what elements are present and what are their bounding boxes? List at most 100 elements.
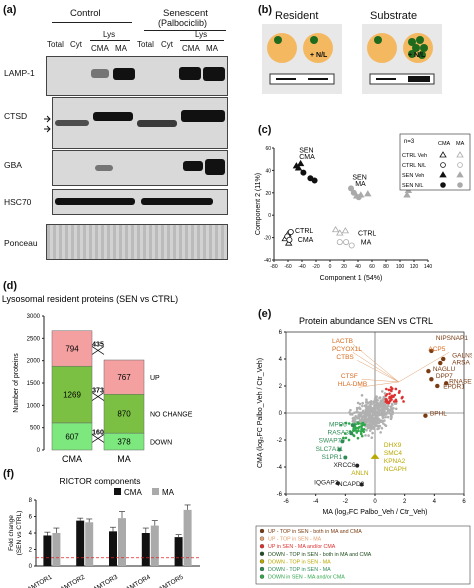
data-point — [344, 432, 347, 435]
bar-value-label: 607 — [65, 432, 79, 441]
y-tick-label: -2 — [277, 438, 283, 444]
legend-marker — [259, 544, 265, 549]
data-point — [372, 427, 376, 431]
data-point — [384, 398, 387, 401]
blot-group-senescent: Senescent — [163, 8, 208, 19]
legend-marker — [259, 528, 265, 534]
pca-legend-row: SEN Veh — [402, 173, 424, 179]
data-point — [352, 433, 355, 437]
y-tick-label: -20 — [264, 236, 271, 242]
data-point — [361, 421, 364, 425]
pca-point — [364, 190, 372, 197]
blot-group-senescent-sub: (Palbociclib) — [158, 18, 208, 28]
group-label-sen-ma-2: MA — [355, 181, 366, 188]
label-down-ma: NCAPH — [384, 466, 407, 473]
bar — [141, 533, 150, 566]
bar — [174, 537, 183, 566]
row-label-hsc70: HSC70 — [4, 197, 32, 207]
data-point — [383, 392, 387, 395]
y-tick-label: 2 — [279, 384, 283, 390]
panel-c-label: (c) — [258, 124, 272, 136]
y-tick-label: 0 — [268, 213, 271, 219]
panel-e-label: (e) — [258, 308, 272, 320]
data-point — [366, 426, 370, 430]
data-point — [366, 417, 370, 421]
legend-swatch — [114, 488, 121, 495]
legend-entry: UP - TOP in SEN - MA — [268, 537, 322, 543]
y-tick-label: 1500 — [27, 381, 41, 387]
pca-legend-row: SEN N/L — [402, 183, 423, 189]
highlight-point — [440, 356, 446, 362]
col-total-sen: Total — [137, 40, 154, 49]
pca-point — [403, 191, 411, 198]
category-label: LAMTOR1 — [23, 573, 53, 588]
highlight-point — [343, 455, 348, 460]
data-point — [379, 431, 383, 434]
group-label-ctrl-ma: CTRL — [358, 230, 376, 237]
group-label-ctrl-ma-2: MA — [361, 239, 372, 246]
data-point — [375, 415, 379, 419]
data-point — [344, 421, 348, 425]
series-label: DOWN — [150, 440, 172, 447]
data-point — [369, 421, 372, 425]
bar-value-label: 870 — [117, 410, 131, 419]
y-tick-label: 20 — [265, 191, 271, 197]
label-down-cma: S1PR1 — [322, 454, 343, 461]
y-axis-title: Fold change — [8, 515, 15, 551]
y-tick-label: 60 — [265, 146, 271, 152]
lys-label-ctrl: Lys — [103, 30, 116, 39]
label-up-cma: CTSF — [341, 373, 358, 380]
group-label-sen-cma: SEN — [299, 147, 313, 154]
category-label: LAMTOR3 — [89, 573, 119, 588]
data-point — [380, 419, 384, 422]
data-point — [365, 428, 368, 432]
blot-ctsd — [52, 97, 228, 149]
x-tick-label: -40 — [298, 264, 305, 270]
legend-label: MA — [162, 488, 175, 497]
data-point — [386, 407, 389, 411]
data-point — [351, 417, 355, 420]
label-down-cma: IQGAP3 — [314, 480, 339, 487]
data-point — [367, 434, 370, 437]
data-point — [373, 400, 376, 404]
data-point — [385, 411, 389, 414]
data-point — [377, 411, 381, 415]
category-label: CMA — [62, 454, 82, 464]
data-point — [378, 420, 382, 423]
panel-a-label: (a) — [3, 4, 17, 16]
pca-chart: -80 -60 -40 -20 0 20 40 60 80 100 120 140 -40 -20 0 20 4… — [255, 133, 471, 282]
data-point — [347, 422, 351, 425]
data-point — [357, 414, 361, 418]
data-point — [353, 411, 356, 415]
y-tick-label: 0 — [37, 448, 41, 454]
legend-entry: DOWN - TOP in SEN - both in MA and CMA — [268, 552, 372, 558]
blot-group-control: Control — [70, 8, 101, 19]
y-axis-title-2: (SEN vs CTRL) — [16, 511, 23, 556]
y-tick-label: 4 — [29, 531, 33, 537]
pca-legend-marker — [456, 171, 464, 178]
y-tick-label: 40 — [265, 168, 271, 174]
transition-arrow — [91, 434, 105, 443]
row-label-ctsd: CTSD — [4, 111, 28, 121]
rictor-bar-chart: RICTOR components CMA MA 0 2 4 6 8 Fold change (S… — [8, 476, 200, 588]
bar-value-label: 378 — [117, 438, 131, 447]
data-point — [352, 426, 355, 430]
pca-legend-row: CTRL N/L — [402, 163, 426, 169]
highlight-point — [337, 447, 342, 452]
pca-legend-marker — [440, 162, 446, 168]
data-point — [371, 431, 374, 435]
col-cyt-sen: Cyt — [161, 40, 173, 49]
data-point — [387, 401, 390, 405]
lys-bracket-ctrl — [90, 40, 130, 41]
data-point — [398, 389, 401, 393]
label-up-both: NIPSNAP1 — [436, 335, 469, 342]
y-tick-label: 500 — [30, 426, 41, 432]
pca-point — [348, 185, 355, 192]
panel-b-label: (b) — [258, 4, 273, 16]
y-tick-label: 4 — [279, 357, 283, 363]
data-point — [401, 395, 404, 399]
highlight-point — [350, 423, 355, 428]
x-tick-label: 0 — [373, 499, 377, 505]
data-point — [375, 420, 379, 424]
x-tick-label: -2 — [343, 499, 349, 505]
